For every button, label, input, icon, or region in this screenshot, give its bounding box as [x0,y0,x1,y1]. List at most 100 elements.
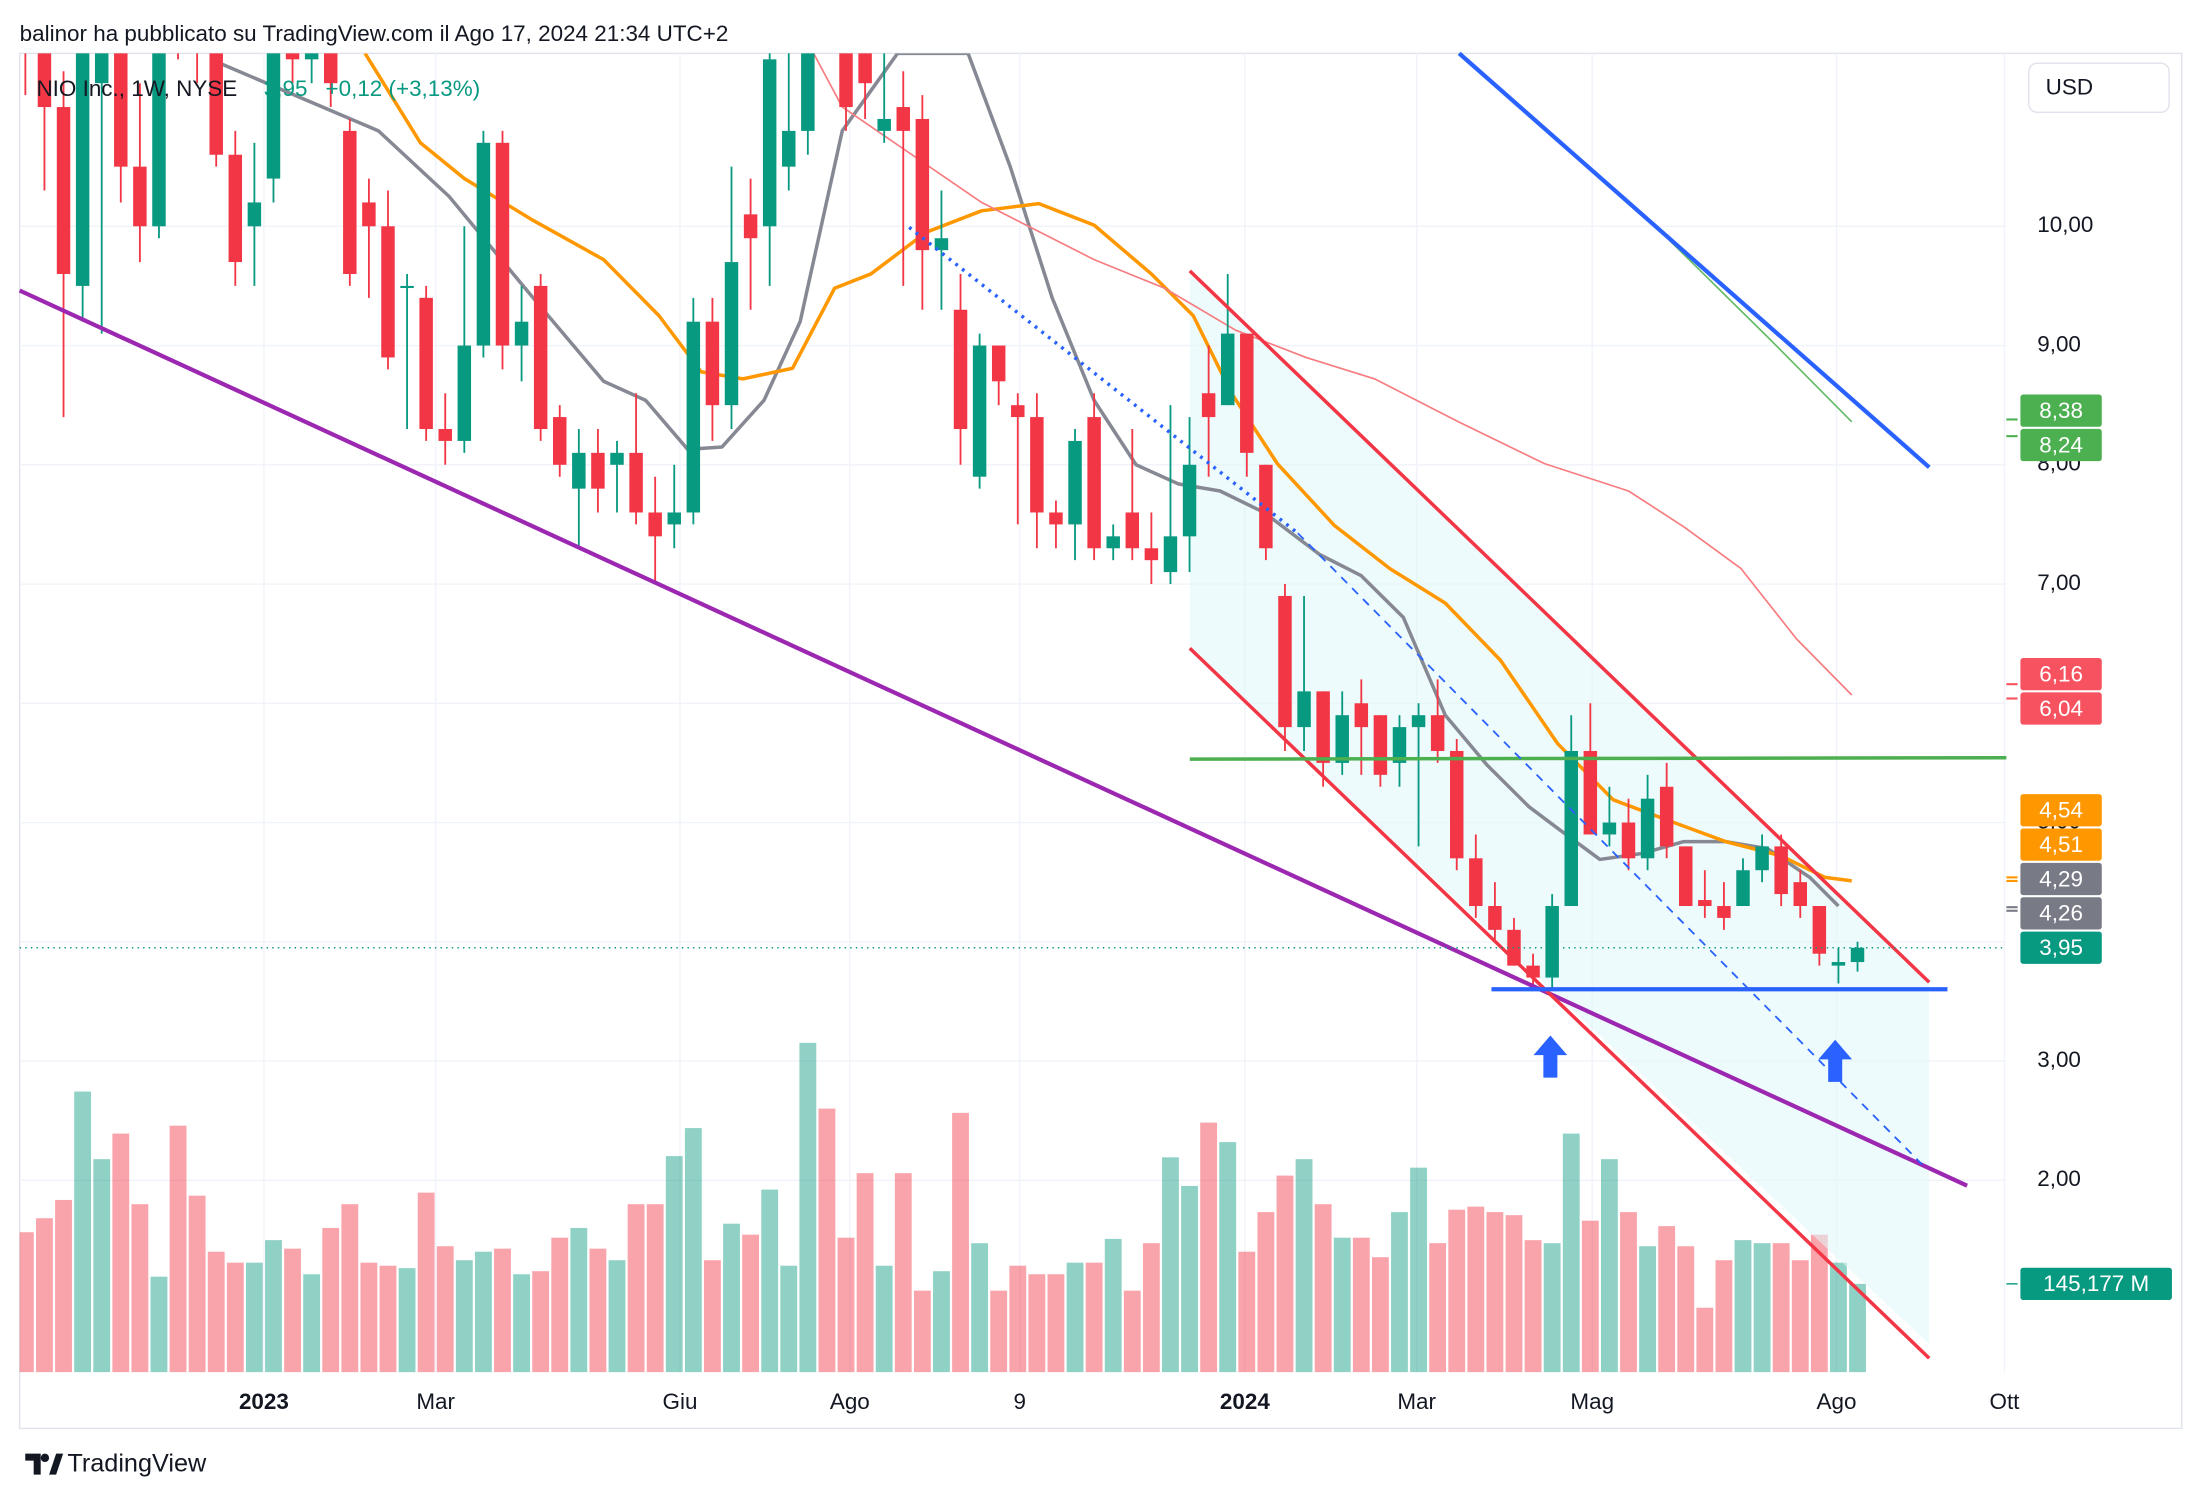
arrow-up [1818,1039,1853,1082]
arrow-up [1533,1035,1568,1078]
candle-body [1430,715,1445,751]
candle-body [1831,962,1846,966]
volume-bar [112,1133,130,1373]
ma-line [812,53,1853,696]
volume-bar [1486,1212,1504,1373]
volume-bar [761,1189,779,1373]
candle-body [1774,846,1788,895]
candle-body [56,107,71,274]
price-label: 6,04 [2039,696,2083,721]
volume-bar [1791,1260,1809,1373]
candle-body [1659,786,1674,847]
candle-body [1316,691,1330,763]
volume-bar [1600,1159,1618,1373]
brand: TradingView [67,1450,207,1478]
candle-body [514,321,529,346]
volume-bar [322,1227,340,1373]
price-label-bg [2020,428,2102,462]
candle-body [247,202,262,227]
candle-body [1640,798,1655,859]
candle-body [1068,440,1082,525]
candle-body [1030,417,1044,513]
volume-bar [665,1156,683,1373]
candle-body [266,53,281,179]
volume-bar [55,1199,72,1373]
volume-bar [1142,1243,1160,1373]
volume-bar [818,1108,836,1373]
trend-line [1457,51,1931,469]
volume-bar [1181,1185,1198,1373]
volume-bar [1830,1262,1847,1373]
price-label-bg [2020,658,2102,691]
volume-bar [532,1271,550,1373]
candle-body [1201,393,1216,418]
channel-upper [1188,269,1931,984]
price-label: 8,24 [2039,432,2083,457]
volume-bar [494,1248,511,1373]
volume-bar [1257,1212,1275,1373]
volume-bar [265,1240,282,1373]
volume-bar [1219,1142,1237,1373]
candle-body [1602,822,1617,835]
volume-bar [837,1237,855,1373]
volume-bar [1333,1237,1351,1373]
price-label-bg [2020,794,2102,827]
volume-bar [436,1246,454,1373]
candle-body [762,59,777,227]
volume-bar [303,1274,321,1373]
volume-bar [207,1251,225,1373]
candle-body [476,142,491,346]
ma-line [363,53,1852,883]
volume-bar [1658,1226,1676,1373]
candle-body [438,429,452,441]
candle-body [1583,750,1598,835]
candle-body [686,321,701,513]
axis-labels: 2,003,004,005,006,007,008,009,0010,00202… [19,212,2172,1414]
volume-bar [1047,1274,1065,1373]
volume-bar [1200,1122,1218,1373]
volume-bar [723,1223,740,1373]
volume-bar [1123,1290,1141,1373]
volume-bar [952,1112,969,1373]
candles [24,53,1865,990]
candle-body [1087,417,1101,549]
last-price-label: 3,95 [2039,935,2083,960]
volume-bar [799,1042,817,1373]
volume-bar [780,1265,798,1373]
candle-body [1469,858,1483,906]
price-label-bg [2020,897,2102,930]
candle-body [1182,464,1197,537]
currency-button[interactable] [2028,62,2170,114]
volume-bar [19,1232,34,1373]
drawings [18,51,2007,1360]
volume-bar [1066,1262,1084,1373]
volume-bar [417,1192,435,1373]
volume-bar [1696,1307,1714,1373]
volume-bar [627,1204,645,1373]
currency[interactable]: USD [2046,74,2093,99]
volume-bar [1085,1262,1103,1373]
price-label: 4,51 [2039,832,2083,857]
candle-body [533,285,548,430]
candle-body [1259,464,1273,549]
volume-bar [589,1248,607,1373]
volume-bar [1581,1220,1599,1373]
volume-bar [990,1290,1008,1373]
candle-body [1755,846,1769,871]
volume-bar [513,1274,530,1373]
volume-bar [1677,1246,1695,1373]
candle-body [209,53,223,155]
brand-logo [25,1453,64,1475]
price-label: 4,26 [2039,901,2083,926]
candle-body [705,321,720,406]
price-label: 4,29 [2039,866,2083,891]
candle-body [323,53,338,84]
volume-bar [1276,1175,1294,1373]
volume-bar [971,1243,989,1373]
volume-bar [1410,1167,1427,1373]
candle-body [304,53,319,60]
candle-body [1049,512,1063,525]
x-tick-label: Mag [1570,1389,1614,1414]
horizontal-line [1189,755,2007,761]
